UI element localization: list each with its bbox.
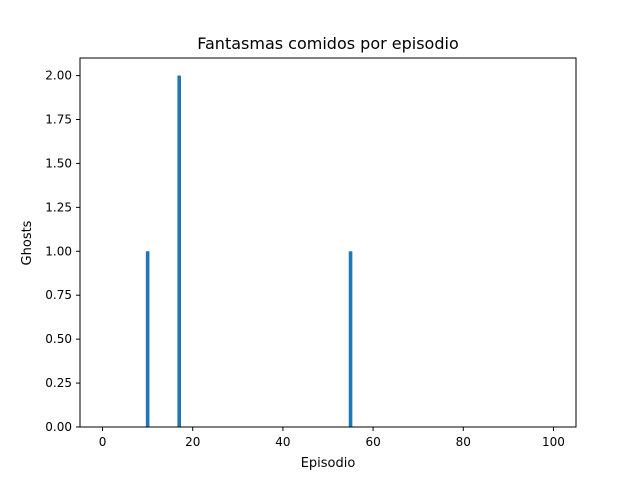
x-axis-ticks: 0 20 40 60 80 100 [99,427,565,449]
plot-area-frame [79,57,577,428]
y-tick-label: 1.75 [45,113,72,127]
x-tick-label: 60 [365,435,380,449]
y-tick-label: 0.00 [45,420,72,434]
y-tick-label: 1.50 [45,156,72,170]
bar-series [145,75,353,428]
x-tick-label: 100 [542,435,565,449]
chart-title: Fantasmas comidos por episodio [197,34,458,53]
y-tick-label: 0.75 [45,288,72,302]
y-axis-label: Ghosts [20,220,35,265]
bar-episode-55 [348,251,353,427]
x-tick-label: 80 [456,435,471,449]
bar-episode-17 [177,75,182,428]
bar-episode-10 [145,251,150,427]
x-tick-label: 20 [185,435,200,449]
x-tick-label: 40 [275,435,290,449]
y-tick-label: 1.00 [45,244,72,258]
y-tick-label: 2.00 [45,69,72,83]
y-tick-label: 0.50 [45,332,72,346]
x-axis-label: Episodio [301,456,356,471]
y-tick-label: 0.25 [45,376,72,390]
y-axis-ticks: 0.00 0.25 0.50 0.75 1.00 1.25 1.50 1.75 2.00 [45,69,80,434]
x-tick-label: 0 [99,435,107,449]
y-tick-label: 1.25 [45,200,72,214]
